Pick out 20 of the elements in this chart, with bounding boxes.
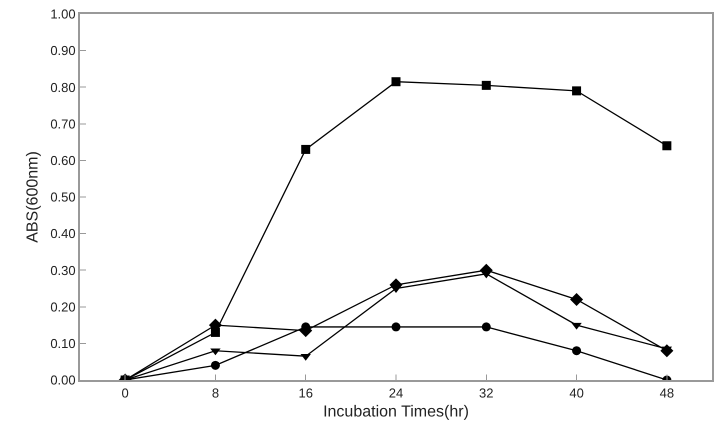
y-tick-label: 0.70 <box>50 116 76 132</box>
y-tick-label: 0.60 <box>50 152 76 168</box>
x-tick-label: 48 <box>660 385 674 400</box>
y-tick-label: 0.10 <box>50 336 76 351</box>
x-tick-label: 0 <box>122 385 129 400</box>
x-tick-label: 16 <box>298 385 313 400</box>
y-tick-label: 0.20 <box>50 299 76 314</box>
y-tick-label: 0.30 <box>50 262 76 278</box>
y-tick-label: 0.90 <box>50 43 76 58</box>
x-tick-label: 8 <box>212 385 220 400</box>
y-tick-label: 0.80 <box>50 80 76 95</box>
y-axis-title: ABS(600nm) <box>24 151 42 243</box>
y-tick-label: 0.00 <box>50 372 76 388</box>
y-tick-label: 0.50 <box>50 190 76 205</box>
x-tick-label: 40 <box>569 385 584 400</box>
x-tick-label: 24 <box>388 385 404 400</box>
y-tick-label: 1.00 <box>50 6 76 22</box>
x-axis-title: Incubation Times(hr) <box>323 404 469 421</box>
x-tick-label: 32 <box>479 385 494 400</box>
y-tick-label: 0.40 <box>50 226 76 242</box>
